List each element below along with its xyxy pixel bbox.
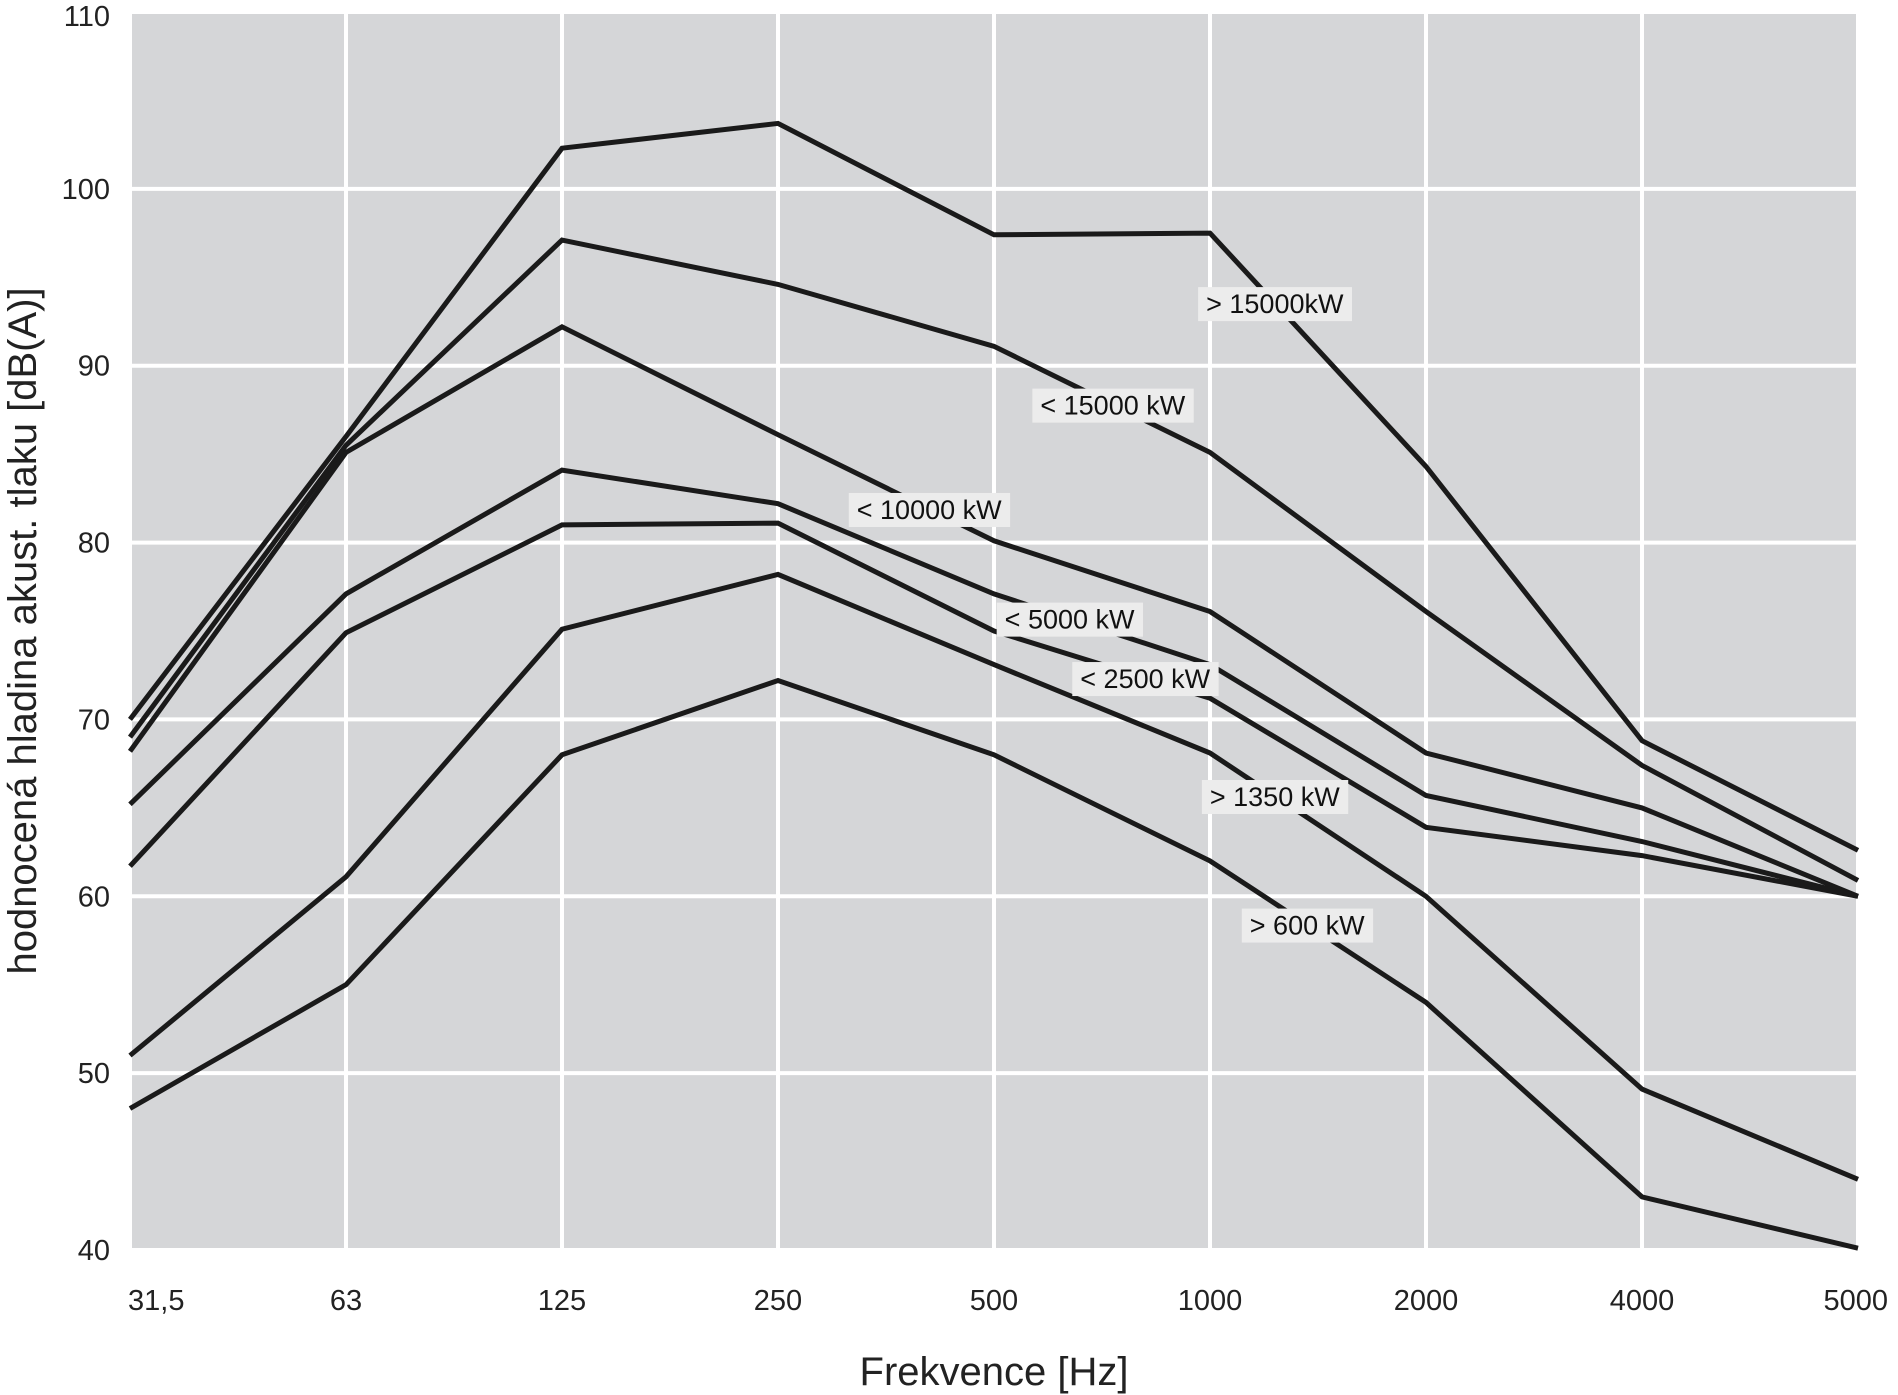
series-label-background: [996, 602, 1144, 637]
series-label: > 600 kW: [1250, 911, 1365, 941]
series-line: [128, 467, 1859, 899]
series-label-background: [1032, 388, 1194, 423]
series-labels: > 15000kW < 15000 kW < 10000 kW < 5000 kW < …: [848, 287, 1374, 943]
y-tick-label: 70: [78, 704, 110, 736]
series-label: < 2500 kW: [1080, 664, 1210, 694]
series-label: < 10000 kW: [857, 495, 1002, 525]
y-tick-label: 80: [78, 528, 110, 560]
series-label-background: [1201, 780, 1349, 815]
series-line: [128, 520, 1859, 899]
series-line: [127, 237, 1860, 883]
x-tick-label: 63: [330, 1285, 362, 1317]
y-tick-label: 50: [78, 1058, 110, 1090]
x-axis-ticks: 31,5 63 125 250 500 1000 2000 4000 5000: [128, 1285, 1888, 1317]
x-tick-label: 1000: [1178, 1285, 1243, 1317]
y-tick-label: 110: [64, 1, 110, 33]
x-tick-label: 250: [754, 1285, 802, 1317]
series-line: [128, 120, 1860, 853]
series-label-background: [1241, 908, 1374, 943]
series-label: > 15000kW: [1206, 289, 1344, 319]
y-axis-ticks: 40 50 60 70 80 90 100 110: [62, 1, 110, 1267]
x-tick-label: 2000: [1394, 1285, 1459, 1317]
x-tick-label: 4000: [1610, 1285, 1675, 1317]
y-tick-label: 40: [78, 1235, 110, 1267]
series-line: [128, 571, 1859, 1182]
x-tick-label: 31,5: [128, 1285, 184, 1317]
x-tick-label: 125: [538, 1285, 586, 1317]
series-label: > 1350 kW: [1210, 782, 1340, 812]
series-line: [127, 323, 1859, 899]
series-label-background: [1072, 662, 1219, 697]
x-tick-label: 500: [970, 1285, 1018, 1317]
y-tick-label: 60: [78, 881, 110, 913]
series-line: [128, 677, 1859, 1251]
series-label-background: [848, 492, 1011, 527]
x-axis-title: Frekvence [Hz]: [860, 1350, 1129, 1394]
series-label: < 5000 kW: [1005, 605, 1135, 635]
series-lines: [127, 120, 1860, 1251]
y-tick-label: 100: [62, 174, 110, 206]
y-axis-title: hodnocená hladina akust. tlaku [dB(A)]: [1, 287, 45, 974]
series-label-background: [1198, 287, 1352, 322]
series-label: < 15000 kW: [1040, 391, 1185, 421]
y-tick-label: 90: [78, 351, 110, 383]
x-tick-label: 5000: [1823, 1285, 1888, 1317]
